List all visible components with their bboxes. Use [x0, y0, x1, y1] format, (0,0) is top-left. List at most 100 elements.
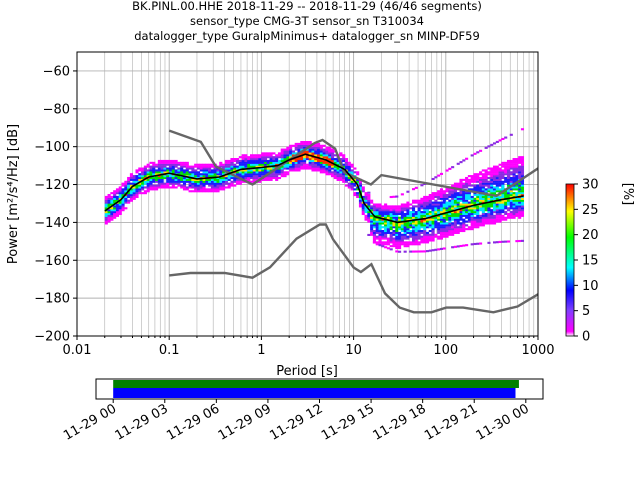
heatmap-cell — [272, 163, 276, 166]
heatmap-cell — [414, 226, 418, 229]
heatmap-cell — [104, 199, 108, 202]
heatmap-cell — [520, 159, 525, 163]
heatmap-cell — [127, 180, 131, 183]
heatmap-cell — [423, 224, 427, 227]
heatmap-cell — [487, 222, 491, 225]
heatmap-cell — [470, 224, 474, 227]
heatmap-cell — [361, 203, 365, 206]
heatmap-cell — [339, 154, 343, 157]
heatmap-cell — [406, 203, 410, 206]
heatmap-cell — [196, 184, 201, 187]
heatmap-cell — [325, 158, 329, 161]
heatmap-cell — [244, 163, 248, 166]
heatmap-cell — [515, 203, 519, 206]
heatmap-cell — [317, 165, 321, 168]
heatmap-cell — [476, 222, 480, 225]
heatmap-cell — [272, 161, 276, 164]
heatmap-cell — [272, 176, 276, 180]
heatmap-cell — [479, 207, 483, 210]
heatmap-cell — [113, 201, 117, 204]
heatmap-cell — [406, 207, 410, 210]
heatmap-cell — [442, 214, 446, 217]
heatmap-cell — [518, 167, 522, 170]
heatmap-cell — [411, 212, 416, 216]
heatmap-cell — [453, 231, 457, 234]
heatmap-cell — [188, 180, 192, 183]
heatmap-cell — [389, 228, 393, 231]
heatmap-cell — [325, 152, 329, 155]
heatmap-cell — [367, 199, 371, 202]
heatmap-cell — [104, 218, 108, 221]
heatmap-cell — [417, 222, 421, 225]
heatmap-cell — [487, 173, 491, 176]
heatmap-cell — [509, 159, 513, 163]
heatmap-cell — [470, 218, 474, 221]
heatmap-cell — [113, 205, 117, 208]
heatmap-cell — [498, 218, 502, 221]
heatmap-cell — [423, 218, 427, 221]
heatmap-cell — [330, 148, 335, 151]
heatmap-cell — [495, 203, 499, 206]
heatmap-cell — [431, 249, 435, 252]
heatmap-cell — [423, 235, 427, 238]
heatmap-cell — [518, 216, 522, 219]
heatmap-cell — [425, 239, 430, 242]
heatmap-cell — [328, 152, 332, 155]
heatmap-cell — [127, 192, 131, 195]
heatmap-cell — [219, 182, 223, 185]
heatmap-cell — [515, 165, 519, 168]
heatmap-cell — [431, 231, 435, 234]
heatmap-cell — [487, 209, 491, 212]
heatmap-cell — [498, 205, 502, 208]
heatmap-cell — [297, 150, 301, 153]
heatmap-cell — [336, 173, 340, 176]
heatmap-cell — [384, 216, 388, 219]
heatmap-cell — [305, 150, 309, 153]
heatmap-cell — [325, 167, 329, 170]
heatmap-cell — [456, 211, 460, 214]
heatmap-cell — [356, 195, 360, 198]
heatmap-cell — [425, 224, 430, 227]
heatmap-cell — [481, 173, 485, 176]
heatmap-cell — [258, 171, 262, 174]
heatmap-cell — [370, 228, 374, 231]
heatmap-cell — [462, 197, 466, 200]
heatmap-cell — [314, 154, 318, 157]
heatmap-cell — [241, 175, 245, 178]
heatmap-cell — [205, 163, 209, 166]
heatmap-cell — [389, 211, 393, 214]
heatmap-cell — [453, 190, 457, 193]
heatmap-cell — [484, 216, 488, 219]
heatmap-cell — [476, 151, 480, 154]
heatmap-cell — [437, 228, 441, 231]
heatmap-cell — [199, 165, 203, 168]
heatmap-cell — [417, 224, 421, 227]
heatmap-cell — [473, 152, 477, 155]
heatmap-cell — [487, 216, 491, 219]
heatmap-cell — [358, 199, 363, 202]
heatmap-cell — [506, 195, 511, 198]
heatmap-cell — [411, 222, 416, 225]
heatmap-cell — [143, 165, 147, 168]
heatmap-cell — [294, 148, 298, 151]
heatmap-cell — [479, 242, 483, 245]
heatmap-cell — [417, 220, 421, 223]
heatmap-cell — [210, 173, 214, 176]
heatmap-cell — [479, 201, 483, 204]
heatmap-cell — [261, 156, 265, 159]
heatmap-cell — [481, 178, 485, 181]
heatmap-cell — [216, 186, 220, 189]
heatmap-cell — [194, 182, 198, 185]
heatmap-cell — [289, 146, 293, 149]
heatmap-cell — [459, 244, 463, 248]
heatmap-cell — [515, 194, 519, 197]
time-tick-label: 11-29 06 — [164, 401, 222, 443]
heatmap-cell — [411, 207, 416, 210]
heatmap-cell — [389, 233, 393, 236]
heatmap-cell — [520, 203, 525, 206]
heatmap-cell — [445, 197, 449, 200]
heatmap-cell — [180, 184, 184, 187]
heatmap-cell — [520, 207, 525, 210]
heatmap-cell — [518, 169, 522, 172]
heatmap-cell — [476, 216, 480, 219]
